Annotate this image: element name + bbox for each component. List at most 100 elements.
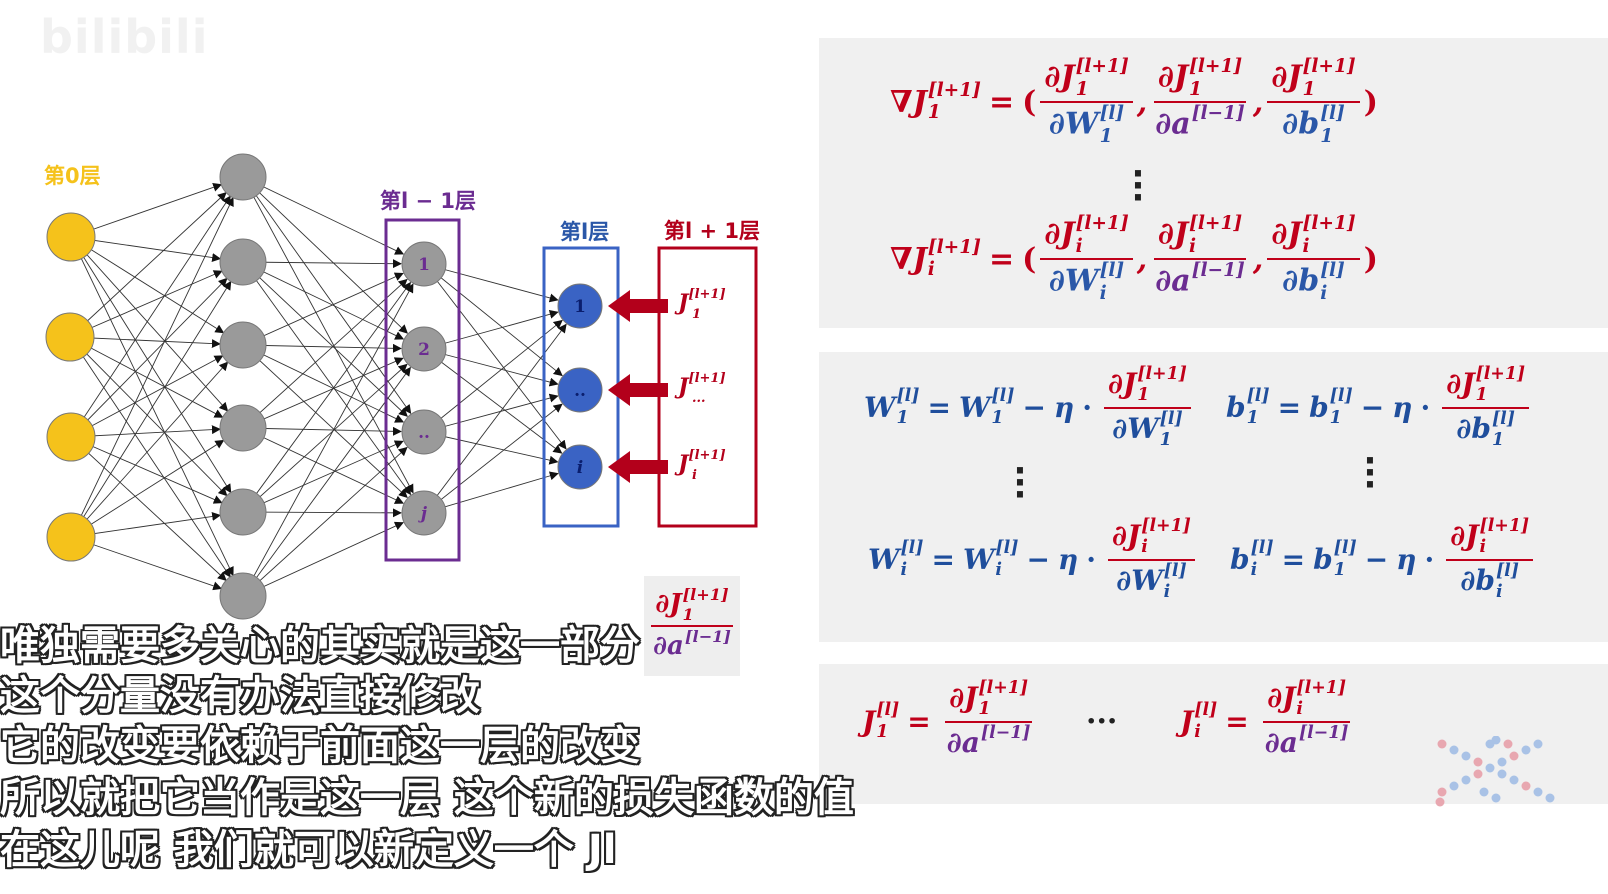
edge [242,343,402,353]
subtitle-line-4: 所以就把它当作是这一层 这个新的损失函数的值 [0,775,854,821]
layer1-node [219,488,267,536]
edge [423,431,559,465]
layer-lm1-label: 第l − 1层 [380,189,476,213]
edge [423,348,559,387]
gradient-Ji-equation: ∇ J [l+1] i =( ∂J [l+1] i ∂W [l] i, ∂J [l+1] i ∂a [l… [890,213,1378,304]
edge [69,336,228,497]
edge [70,436,223,504]
subtitle-line-2: 这个分量没有办法直接修改 [0,673,480,719]
lp1-J-labels: J[l+1] 1 J[l+1] ... J[l+1] i [674,287,726,483]
logo-dot [1545,793,1555,803]
edge [70,355,224,438]
edge [70,236,225,334]
edge [242,176,412,414]
layer-lm1-node [401,409,447,455]
logo-dot [1479,787,1489,797]
edge [242,440,404,513]
bilibili-watermark: bilibili [40,10,209,64]
edge [242,176,414,494]
edge [70,277,228,438]
layer0-node [45,312,95,362]
network-nodes: 1 2.. j 1.. i [45,153,603,620]
logo-dot [1491,736,1501,745]
layer-lm1-node [401,326,447,372]
layer-lm1-node [401,490,447,536]
layer1-node [219,238,267,286]
gradient-J1-equation: ∇ J [l+1] 1 =( ∂J [l+1] 1 ∂W [l] 1, ∂J [l+1] 1 ∂a [l… [890,56,1378,147]
layer0-node [46,212,96,262]
logo-dot [1437,787,1447,797]
edge [69,336,231,578]
layer0-node [46,512,96,562]
edge [70,196,234,538]
backprop-arrow [608,290,668,322]
logo-dot [1521,781,1531,791]
backprop-arrows [608,290,668,483]
logo-dot [1473,757,1483,767]
logo-dot [1435,797,1445,807]
edge [242,366,411,597]
highlighted-partial-term: ∂J[l+1]1∂a[l−1]​ [644,576,740,676]
layer-lp1-label: 第l + 1层 [664,219,760,243]
neural-network-diagram: 1 2.. j 1.. i 第0层 第l − 1层 第l层 第l + 1层 J[l+1]… [44,153,760,620]
edge [69,336,221,349]
vdots-2: · · · [1013,451,1027,515]
define-Ji-equation: J[l]i = ∂J[l+1]i∂a[l−1]​ [1180,678,1351,759]
edge [242,344,405,423]
edge [70,361,229,538]
edge [242,426,402,436]
edge [242,176,405,255]
layer-l-node-label: 1 [574,297,586,317]
subtitle-line-1: 唯独需要多关心的其实就是这一部分 [0,623,640,669]
logo-dot [1509,775,1519,785]
logo-dot [1497,769,1507,779]
update-bi-equation: b [l] i = b [l] 1 − η · ∂J [l+1] i ∂b [l] i [1230,517,1537,601]
layer-l-node [557,283,603,329]
logo-dot [1521,745,1531,755]
edge [423,471,559,514]
edge [423,263,567,450]
layer-l-node [557,444,603,490]
logo-dot [1497,757,1507,767]
edge [70,236,232,494]
layer1-node [219,153,267,201]
edge [70,536,223,591]
edge [242,521,404,597]
update-W1-equation: W [l] 1 = W [l] 1 − η · ∂J [l+1] 1 ∂W [l] 1 [864,365,1195,449]
gradient-panel [819,38,1608,328]
edge [423,319,563,433]
edge [242,176,408,334]
define-J1-equation: J[l]1 = ∂J[l+1]1∂a[l−1]​ [862,678,1033,759]
layer1-node [219,572,267,620]
edge [70,182,223,238]
layer-lm1-node-label: 1 [418,255,430,275]
edge [242,272,404,346]
edge [423,309,559,350]
edge [70,425,221,438]
network-edges [69,176,567,597]
edge [242,427,404,504]
edge [423,393,559,433]
lp1-J-label: J[l+1] i [674,448,726,483]
edge [70,236,222,262]
edge [69,336,224,418]
logo-dot [1461,751,1471,761]
layer0-node [46,412,96,462]
edge [70,236,229,412]
edge [423,403,563,514]
edge [70,439,225,538]
layer-lm1-node-label: 2 [418,340,430,360]
channel-logo-icon [1435,736,1555,807]
edge [242,261,412,496]
logo-dot [1533,787,1543,797]
edge [242,278,408,429]
layer1-node [219,404,267,452]
edge [70,236,234,577]
edge [423,263,559,303]
layer-lm1-box [384,218,461,562]
edge [70,436,227,581]
edge [423,323,567,514]
edge [70,280,232,538]
layer-l-label: 第l层 [560,220,609,244]
layer-l-node-label: i [577,458,583,478]
